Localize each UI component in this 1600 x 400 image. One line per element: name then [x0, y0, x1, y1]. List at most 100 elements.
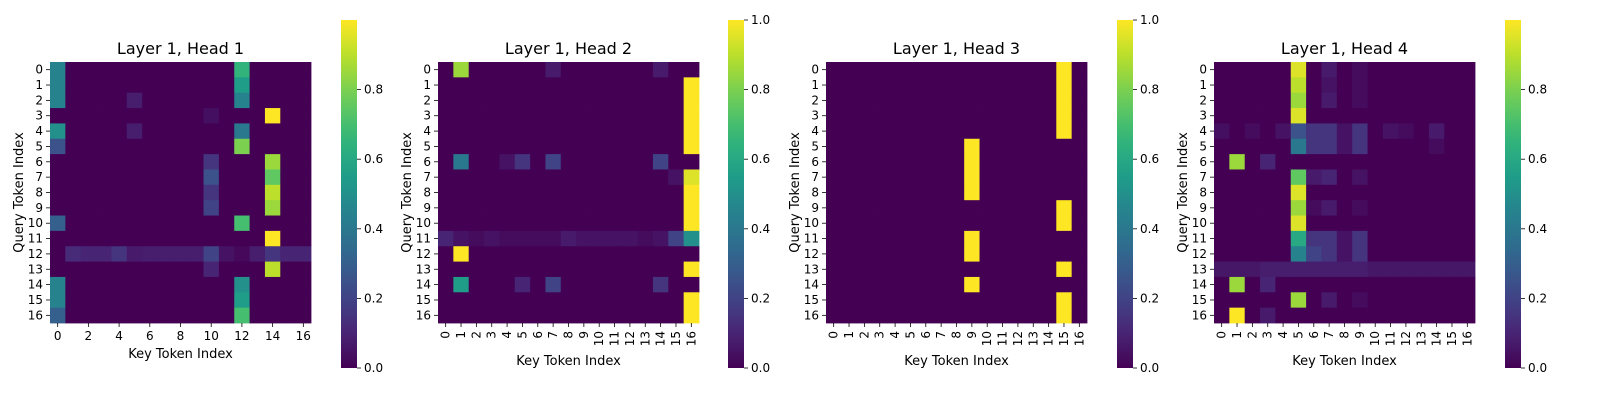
heatmap-cell [1382, 230, 1399, 247]
x-tick-label: 10 [592, 331, 606, 346]
heatmap-cell [530, 77, 546, 94]
heatmap-cell [1214, 292, 1230, 309]
heatmap-cell [1321, 200, 1338, 216]
heatmap-cell [637, 230, 654, 247]
heatmap-cell [683, 138, 700, 155]
heatmap-cell [50, 123, 66, 140]
y-tick-label: 0 [1199, 63, 1207, 77]
heatmap-cell [841, 307, 858, 324]
heatmap-cell [1229, 138, 1246, 155]
heatmap-cell [530, 184, 546, 201]
heatmap-cell [234, 215, 250, 232]
y-tick-label: 5 [1199, 139, 1207, 153]
heatmap-cell [188, 92, 204, 109]
heatmap-cell [96, 184, 112, 201]
heatmap-cell [280, 62, 297, 78]
heatmap-cell [841, 261, 858, 278]
heatmap-cell [964, 62, 980, 78]
x-tick-label: 10 [980, 331, 994, 346]
heatmap-cell [1321, 169, 1338, 186]
heatmap-cell [545, 292, 562, 309]
heatmap-cell [142, 200, 158, 216]
heatmap-cell [652, 108, 669, 124]
heatmap-cell [1010, 230, 1026, 247]
heatmap-cell [172, 292, 189, 309]
heatmap-cell [1040, 92, 1057, 109]
heatmap-cell [172, 215, 189, 232]
heatmap-cell [1367, 123, 1384, 140]
heatmap-cell [1010, 215, 1026, 232]
heatmap-cell [606, 138, 623, 155]
heatmap-cell [1444, 108, 1461, 124]
heatmap-cell [218, 200, 235, 216]
heatmap-cell [1413, 123, 1430, 140]
heatmap-cell [188, 62, 204, 78]
heatmap-cell [622, 184, 638, 201]
heatmap-cell [1025, 77, 1042, 94]
heatmap-cell [453, 307, 470, 324]
heatmap-cell [172, 92, 189, 109]
heatmap-cell [576, 292, 592, 309]
heatmap-cell [1336, 62, 1353, 78]
heatmap-cell [295, 123, 312, 140]
heatmap-cell [1352, 200, 1368, 216]
heatmap-cell [453, 292, 470, 309]
heatmap-cell [468, 246, 485, 262]
x-tick-label: 5 [903, 331, 917, 339]
heatmap-cell [1071, 184, 1088, 201]
heatmap-cell [1336, 154, 1353, 170]
heatmap-cell [994, 292, 1011, 309]
heatmap-cell [979, 123, 996, 140]
heatmap-cell [856, 184, 873, 201]
colorbar-tick-label: 0.2 [751, 291, 770, 305]
heatmap-cell [1040, 261, 1057, 278]
heatmap-cell [948, 154, 965, 170]
heatmap-cell [234, 77, 250, 94]
heatmap-cell [1290, 108, 1307, 124]
heatmap-cell [1260, 200, 1276, 216]
heatmap-cell [1306, 276, 1322, 293]
heatmap-cell [887, 123, 904, 140]
heatmap-cell [1306, 92, 1322, 109]
heatmap-cell [652, 123, 669, 140]
heatmap-cell [652, 62, 669, 78]
heatmap-cell [234, 276, 250, 293]
heatmap-cell [126, 92, 143, 109]
y-tick-label: 4 [35, 124, 43, 138]
y-tick-label: 12 [416, 247, 431, 261]
heatmap-cell [933, 62, 950, 78]
heatmap-cell [234, 230, 250, 247]
heatmap-cell [652, 307, 669, 324]
heatmap-cell [668, 138, 685, 155]
heatmap-cell [438, 184, 454, 201]
heatmap-cell [826, 77, 842, 94]
heatmap-cell [1352, 62, 1368, 78]
heatmap-cell [637, 215, 654, 232]
heatmap-cell [1413, 108, 1430, 124]
heatmap-cell [591, 230, 608, 247]
heatmap-cell [111, 138, 128, 155]
heatmap-cell [50, 184, 66, 201]
heatmap-cell [979, 246, 996, 262]
heatmap-cell [172, 200, 189, 216]
heatmap-cell [50, 261, 66, 278]
chart-title: Layer 1, Head 3 [893, 39, 1020, 58]
heatmap-cell [453, 154, 470, 170]
heatmap-cell [188, 169, 204, 186]
heatmap-cell [668, 169, 685, 186]
heatmap-cell [218, 307, 235, 324]
heatmap-cell [902, 200, 919, 216]
heatmap-cell [203, 123, 220, 140]
heatmap-cell [979, 215, 996, 232]
heatmap-cell [1275, 92, 1292, 109]
y-tick-label: 8 [811, 186, 819, 200]
heatmap-cell [826, 230, 842, 247]
heatmap-cell [1214, 261, 1230, 278]
heatmap-cell [948, 261, 965, 278]
heatmap-cell [484, 230, 500, 247]
heatmap-cell [918, 292, 934, 309]
heatmap-cell [1071, 230, 1088, 247]
heatmap-cell [1071, 169, 1088, 186]
heatmap-cell [484, 77, 500, 94]
heatmap-cell [1382, 261, 1399, 278]
